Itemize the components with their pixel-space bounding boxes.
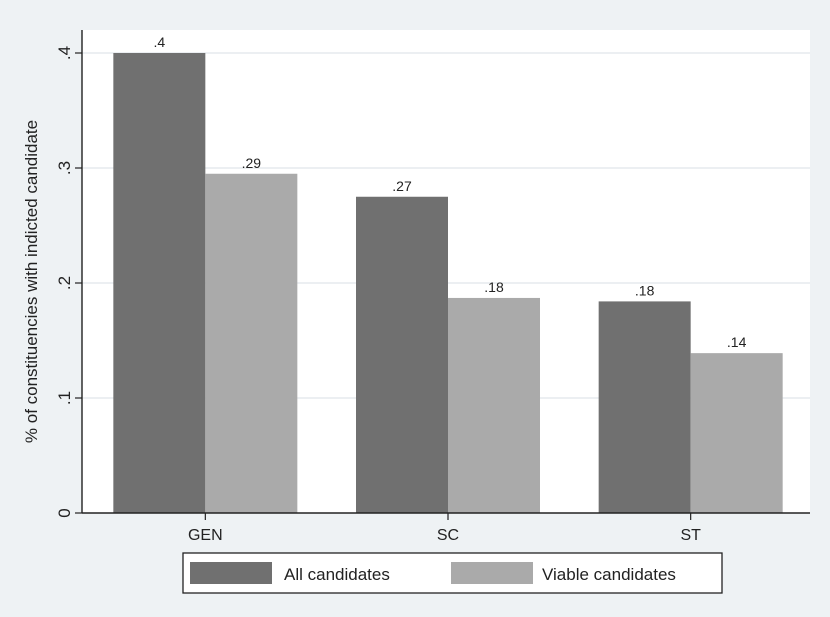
y-axis-label: % of constituencies with indicted candid… [22, 120, 41, 443]
bar-all-candidates [356, 196, 448, 513]
plot-area: 0 .1 .2 .3 .4 .4 .29 GEN .27 .18 SC .18 .14 ST [55, 30, 810, 544]
bar-all-candidates [113, 53, 206, 513]
bar-viable-candidates [690, 353, 783, 513]
x-tick-label: SC [437, 527, 459, 544]
legend-label: All candidates [284, 565, 390, 584]
bar-all-candidates [598, 301, 691, 513]
legend-swatch [190, 562, 272, 584]
legend-label: Viable candidates [542, 565, 676, 584]
bar-viable-candidates [448, 297, 540, 513]
y-tick-label: .1 [55, 391, 74, 405]
y-tick-label: .3 [55, 161, 74, 175]
data-label: .18 [484, 279, 504, 295]
data-label: .14 [727, 334, 747, 350]
data-label: .18 [635, 282, 655, 298]
data-label: .4 [153, 34, 165, 50]
y-tick-label: 0 [55, 508, 74, 517]
data-label: .27 [392, 178, 412, 194]
legend-swatch [451, 562, 533, 584]
x-tick-label: ST [680, 527, 701, 544]
data-label: .29 [242, 155, 262, 171]
y-tick-label: .4 [55, 46, 74, 60]
x-tick-label: GEN [188, 527, 223, 544]
y-tick-label: .2 [55, 276, 74, 290]
bar-viable-candidates [205, 173, 298, 513]
legend: All candidates Viable candidates [182, 552, 723, 594]
